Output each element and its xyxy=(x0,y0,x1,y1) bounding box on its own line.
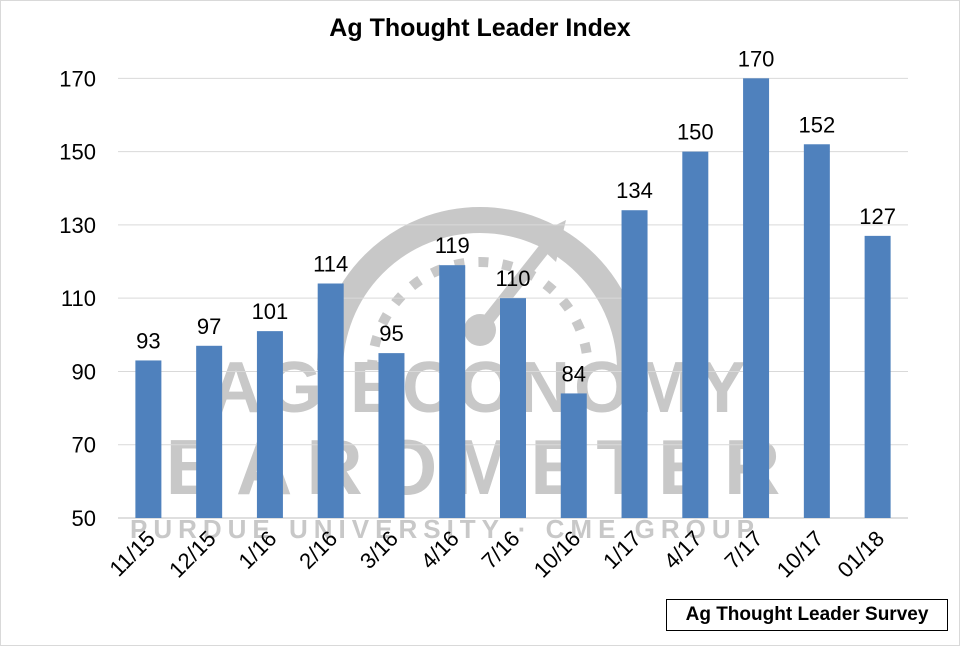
bar xyxy=(743,78,770,518)
bar xyxy=(439,265,466,518)
y-tick-label: 130 xyxy=(59,213,96,238)
bar xyxy=(864,235,891,518)
watermark-needle-arrow-icon xyxy=(530,220,566,262)
data-label: 119 xyxy=(435,233,470,258)
y-tick-label: 110 xyxy=(61,286,96,311)
source-label: Ag Thought Leader Survey xyxy=(666,599,948,631)
data-label: 97 xyxy=(197,314,221,339)
bar xyxy=(135,360,162,518)
bar xyxy=(256,331,283,518)
bar xyxy=(378,353,405,518)
data-label: 101 xyxy=(252,299,289,324)
data-label: 150 xyxy=(677,120,714,145)
bar xyxy=(682,151,709,518)
y-tick-label: 70 xyxy=(72,433,96,458)
y-tick-label: 50 xyxy=(72,506,96,531)
data-label: 110 xyxy=(495,266,530,291)
watermark-line3: PURDUE UNIVERSITY · CME GROUP xyxy=(130,514,760,544)
data-label: 114 xyxy=(313,252,348,277)
data-label: 127 xyxy=(859,204,896,229)
bars xyxy=(135,78,891,518)
bar xyxy=(621,210,648,518)
data-label: 84 xyxy=(562,361,586,386)
data-label: 95 xyxy=(379,321,403,346)
data-labels: 93 97 101 114 95 119 110 84 134 150 170 152 127 xyxy=(136,46,896,386)
watermark-line1: AG ECONOMY xyxy=(210,348,750,428)
data-label: 134 xyxy=(616,178,653,203)
y-tick-label: 150 xyxy=(59,140,96,165)
y-tick-label: 170 xyxy=(59,66,96,91)
watermark-gauge-ticks xyxy=(367,257,593,371)
bar xyxy=(317,283,344,518)
watermark-needle xyxy=(475,240,553,334)
watermark-gauge-arc xyxy=(317,207,643,371)
chart-title: Ag Thought Leader Index xyxy=(329,14,631,42)
data-label: 152 xyxy=(798,112,835,137)
bar xyxy=(560,393,587,518)
y-tick-label: 90 xyxy=(72,359,96,384)
x-tick-label: 01/18 xyxy=(833,526,890,583)
bar xyxy=(196,345,223,518)
x-tick-label: 10/17 xyxy=(772,526,829,583)
bar xyxy=(803,144,830,518)
bar xyxy=(500,298,526,518)
data-label: 93 xyxy=(136,328,160,353)
data-label: 170 xyxy=(738,46,775,71)
y-axis-ticks: 50 70 90 110 130 150 170 xyxy=(59,66,96,531)
